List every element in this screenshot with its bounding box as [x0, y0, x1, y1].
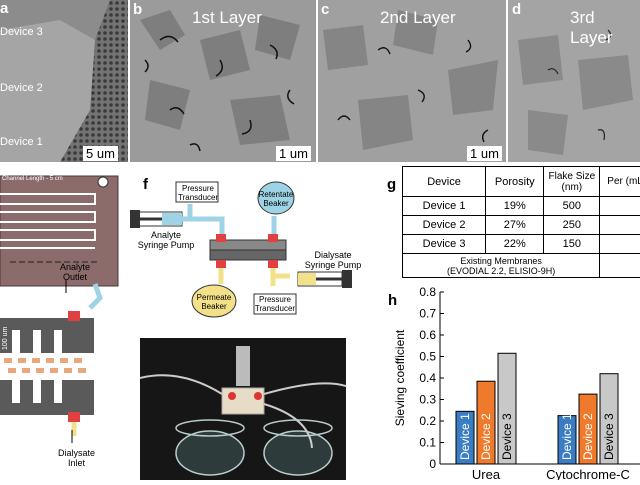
- dialysate-inlet-label: Dialysate Inlet: [58, 448, 95, 468]
- dialysate-pump-line2: Syringe Pump: [296, 260, 370, 270]
- existing-line1: Existing Membranes: [403, 256, 599, 266]
- table-header-row: Device Porosity Flake Size (nm) Per (mL/…: [403, 167, 640, 197]
- side-scale-label: 100 um: [2, 327, 9, 350]
- retentate-line1: Retentate: [256, 190, 296, 199]
- cell-device: Device 1: [403, 197, 486, 216]
- bar-label: Device 1: [560, 413, 574, 460]
- cell-existing-perm: 1: [600, 254, 640, 278]
- cell-perm: [600, 216, 640, 235]
- channel-length-label: Channel Length - 5 cm: [2, 176, 63, 182]
- permeate-line1: Permeate: [194, 293, 234, 302]
- category-label: Urea: [472, 467, 501, 480]
- y-tick-label: 0.4: [419, 371, 436, 385]
- y-tick-label: 0.3: [419, 393, 436, 407]
- analyte-pump-line2: Syringe Pump: [134, 240, 198, 250]
- category-label: Cytochrome-C: [546, 467, 630, 480]
- cell-perm: [600, 197, 640, 216]
- cell-flake: 500: [544, 197, 600, 216]
- y-tick-label: 0.1: [419, 436, 436, 450]
- pt-top-line1: Pressure: [178, 184, 218, 193]
- bar-label: Device 3: [500, 413, 514, 460]
- pressure-transducer-bottom-label: Pressure Transducer: [254, 295, 296, 313]
- dialysate-inlet-line1: Dialysate: [58, 448, 95, 458]
- header-device: Device: [403, 167, 486, 197]
- panel-a-letter: a: [0, 0, 8, 17]
- dialysate-pump-label: Dialysate Syringe Pump: [296, 250, 370, 270]
- sieving-chart-svg: 0 0.1 0.2 0.3 0.4 0.5 0.6 0.7 0.8 Sieving coeffic…: [388, 284, 640, 480]
- y-tick-label: 0.2: [419, 414, 436, 428]
- retentate-beaker-label: Retentate Beaker: [256, 190, 296, 208]
- pressure-transducer-top-label: Pressure Transducer: [178, 184, 218, 202]
- panel-b-title: 1st Layer: [192, 8, 262, 28]
- cell-porosity: 27%: [486, 216, 544, 235]
- table-row: Device 1 19% 500: [403, 197, 640, 216]
- y-axis-label: Sieving coefficient: [393, 329, 407, 426]
- bar-label: Device 2: [479, 413, 493, 460]
- device3-label: Device 3: [0, 26, 43, 38]
- existing-line2: (EVODIAL 2.2, ELISIO-9H): [403, 266, 599, 276]
- panel-g-table-wrap: Device Porosity Flake Size (nm) Per (mL/…: [402, 166, 640, 280]
- header-porosity: Porosity: [486, 167, 544, 197]
- header-permeability: Per (mL/m: [600, 167, 640, 197]
- y-tick-label: 0.8: [419, 285, 436, 299]
- setup-photo-drawing: [140, 338, 346, 480]
- pt-bottom-line1: Pressure: [254, 295, 296, 304]
- properties-table: Device Porosity Flake Size (nm) Per (mL/…: [402, 166, 640, 278]
- cell-device: Device 2: [403, 216, 486, 235]
- dialysate-pump-line1: Dialysate: [296, 250, 370, 260]
- cell-flake: 250: [544, 216, 600, 235]
- panel-c-scalebar: 1 um: [467, 146, 502, 161]
- cell-device: Device 3: [403, 235, 486, 254]
- dialysate-inlet-line2: Inlet: [58, 458, 95, 468]
- setup-photo: [140, 338, 346, 480]
- y-tick-label: 0: [429, 457, 436, 471]
- analyte-outlet-label: Analyte Outlet: [60, 262, 90, 282]
- bar-label: Device 1: [458, 413, 472, 460]
- panel-e-chip-schematic: [0, 168, 128, 480]
- table-row: Device 3 22% 150: [403, 235, 640, 254]
- cell-porosity: 22%: [486, 235, 544, 254]
- table-row: Device 2 27% 250: [403, 216, 640, 235]
- pt-top-line2: Transducer: [178, 193, 218, 202]
- cell-flake: 150: [544, 235, 600, 254]
- analyte-pump-line1: Analyte: [134, 230, 198, 240]
- panel-b-letter: b: [133, 1, 142, 18]
- y-tick-label: 0.5: [419, 350, 436, 364]
- retentate-line2: Beaker: [256, 199, 296, 208]
- header-flake-size: Flake Size (nm): [544, 167, 600, 197]
- panel-a-scalebar: 5 um: [83, 146, 118, 161]
- panel-g-letter: g: [387, 176, 396, 193]
- bar-label: Device 2: [581, 413, 595, 460]
- sieving-chart: 0 0.1 0.2 0.3 0.4 0.5 0.6 0.7 0.8 Sieving coeffic…: [388, 284, 640, 480]
- device1-label: Device 1: [0, 136, 43, 148]
- table-row-existing: Existing Membranes (EVODIAL 2.2, ELISIO-…: [403, 254, 640, 278]
- cell-existing-membranes: Existing Membranes (EVODIAL 2.2, ELISIO-…: [403, 254, 600, 278]
- permeate-line2: Beaker: [194, 302, 234, 311]
- panel-d-title: 3rd Layer: [570, 8, 640, 48]
- panel-c-title: 2nd Layer: [380, 8, 456, 28]
- analyte-outlet-line2: Outlet: [60, 272, 90, 282]
- analyte-pump-label: Analyte Syringe Pump: [134, 230, 198, 250]
- device2-label: Device 2: [0, 82, 43, 94]
- cell-perm: [600, 235, 640, 254]
- permeate-beaker-label: Permeate Beaker: [194, 293, 234, 311]
- cell-porosity: 19%: [486, 197, 544, 216]
- panel-e-drawing: [0, 168, 128, 480]
- panel-c-letter: c: [321, 1, 329, 18]
- bar-label: Device 3: [602, 413, 616, 460]
- y-tick-label: 0.7: [419, 307, 436, 321]
- pt-bottom-line2: Transducer: [254, 304, 296, 313]
- panel-d-letter: d: [512, 1, 521, 18]
- analyte-outlet-line1: Analyte: [60, 262, 90, 272]
- panel-b-scalebar: 1 um: [276, 146, 311, 161]
- y-tick-label: 0.6: [419, 328, 436, 342]
